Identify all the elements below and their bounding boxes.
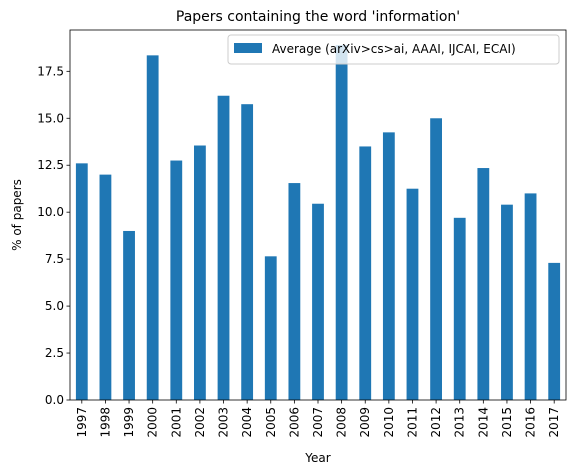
bar-2017 xyxy=(548,262,561,400)
bar-2004 xyxy=(241,104,254,401)
legend-swatch xyxy=(234,43,262,53)
legend: Average (arXiv>cs>ai, AAAI, IJCAI, ECAI) xyxy=(227,34,560,65)
x-axis-title: Year xyxy=(304,451,330,465)
bar-1997 xyxy=(75,163,88,400)
y-axis: 0.0 2.5 5.0 7.5 10.0 12.5 15.0 17.5 xyxy=(37,64,70,407)
x-tick-label: 1998 xyxy=(98,407,112,438)
bar-2003 xyxy=(217,95,230,401)
bar-2001 xyxy=(170,160,183,400)
bar-2002 xyxy=(194,145,206,400)
x-tick-label: 2017 xyxy=(547,407,561,438)
bars-layer xyxy=(75,45,561,401)
x-tick-label: 2014 xyxy=(476,407,490,438)
x-tick-label: 2011 xyxy=(405,407,419,438)
x-tick-label: 2005 xyxy=(264,407,278,438)
plot-frame xyxy=(69,29,567,401)
bar-2008 xyxy=(335,45,348,400)
bar-2012 xyxy=(430,118,442,400)
bar-2010 xyxy=(382,132,395,400)
bar-2015 xyxy=(501,204,513,400)
bar-2013 xyxy=(453,217,466,400)
y-axis-title: % of papers xyxy=(10,179,24,251)
x-tick-label: 2009 xyxy=(358,407,372,438)
y-tick-label: 15.0 xyxy=(37,111,64,125)
x-tick-label: 2001 xyxy=(169,407,183,438)
x-tick-label: 1997 xyxy=(75,407,89,438)
y-tick-label: 5.0 xyxy=(45,299,64,313)
bar-2016 xyxy=(524,193,537,400)
x-tick-label: 2012 xyxy=(429,407,443,438)
bar-1998 xyxy=(99,174,112,400)
legend-box xyxy=(227,34,560,65)
bar-2014 xyxy=(477,168,490,400)
y-tick-label: 2.5 xyxy=(45,346,64,360)
x-tick-label: 2013 xyxy=(453,407,467,438)
bar-2007 xyxy=(312,203,324,400)
bar-2005 xyxy=(264,256,277,400)
chart-title: Papers containing the word 'information' xyxy=(176,9,460,25)
bar-2011 xyxy=(406,188,419,400)
legend-label: Average (arXiv>cs>ai, AAAI, IJCAI, ECAI) xyxy=(272,42,516,56)
y-tick-label: 0.0 xyxy=(45,393,64,407)
y-tick-label: 12.5 xyxy=(37,158,64,172)
bar-1999 xyxy=(123,230,135,400)
x-tick-label: 2010 xyxy=(382,407,396,438)
y-tick-label: 7.5 xyxy=(45,252,64,266)
x-tick-label: 1999 xyxy=(122,407,136,438)
y-tick-label: 17.5 xyxy=(37,64,64,78)
x-tick-label: 2002 xyxy=(193,407,207,438)
x-tick-label: 2008 xyxy=(335,407,349,438)
x-tick-label: 2015 xyxy=(500,407,514,438)
x-tick-label: 2000 xyxy=(146,407,160,438)
x-tick-label: 2016 xyxy=(524,407,538,438)
y-tick-label: 10.0 xyxy=(37,205,64,219)
x-axis: 1997 1998 1999 2000 2001 2002 2003 2004 2005 2006… xyxy=(75,400,561,438)
x-tick-label: 2004 xyxy=(240,407,254,438)
bar-2009 xyxy=(359,146,372,400)
x-tick-label: 2006 xyxy=(287,407,301,438)
bar-2006 xyxy=(288,183,301,400)
bar-2000 xyxy=(146,55,159,400)
x-tick-label: 2003 xyxy=(217,407,231,438)
x-tick-label: 2007 xyxy=(311,407,325,438)
